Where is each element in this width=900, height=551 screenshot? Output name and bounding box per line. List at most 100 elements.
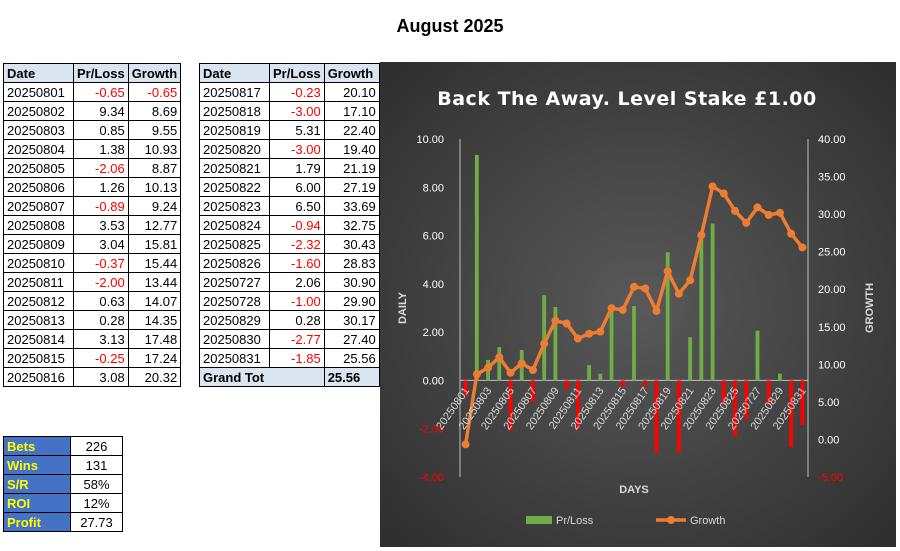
cell-growth: 30.17 [323,310,380,330]
legend-growth-label: Growth [690,515,725,527]
growth-point-20250809 [551,316,560,325]
cell-profit-loss: 0.63 [73,291,129,311]
cell-date: 20250803 [3,120,74,140]
left-axis-tick-label: 6.00 [423,231,444,243]
cell-profit-loss: -2.06 [73,158,129,178]
bar-pr-loss-20250826 [744,380,749,420]
table-row: 20250804 1.38 10.93 [3,139,182,159]
grand-total-label: Grand Tot [199,367,325,387]
bar-pr-loss-20250824 [721,380,726,404]
cell-growth: 20.10 [323,82,380,102]
cell-growth: 15.44 [127,253,182,273]
bar-pr-loss-20250802 [474,154,479,381]
table-row: 20250805 -2.06 8.87 [3,158,182,178]
cell-date: 20250816 [3,367,74,387]
cell-date: 20250821 [199,158,270,178]
table-row: 20250809 3.04 15.81 [3,234,182,254]
growth-point-20250810 [562,319,571,328]
growth-point-20250818 [652,307,661,316]
stat-label: S/R [3,474,71,494]
cell-growth: 17.10 [323,101,380,121]
stat-row: ROI 12% [3,493,123,513]
stat-label: ROI [3,493,71,513]
bar-pr-loss-20250727 [755,330,760,381]
cell-profit-loss: -2.32 [269,234,325,254]
cell-growth: 15.81 [127,234,182,254]
cell-date: 20250820 [199,139,270,159]
table-row: 20250816 3.08 20.32 [3,367,182,387]
cell-date: 20250802 [3,101,74,121]
table-row: 20250815 -0.25 17.24 [3,348,182,368]
cell-date: 20250819 [199,120,270,140]
header-pl: Pr/Loss [269,63,325,83]
growth-point-20250727 [753,203,762,212]
cell-date: 20250818 [199,101,270,121]
right-results-table: Date Pr/Loss Growth 20250817 -0.23 20.10 20… [199,63,380,387]
stat-value: 27.73 [70,512,123,532]
cell-profit-loss: 5.31 [269,120,325,140]
cell-growth: 20.32 [127,367,182,387]
cell-profit-loss: 6.50 [269,196,325,216]
cell-date: 20250728 [199,291,270,311]
bar-pr-loss-20250728 [766,380,771,405]
growth-point-20250804 [495,353,504,362]
page-title: August 2025 [396,16,504,36]
cell-profit-loss: 0.28 [73,310,129,330]
growth-point-20250820 [674,289,683,298]
bar-pr-loss-20250805 [508,380,513,431]
stat-label: Bets [3,436,71,456]
cell-growth: 17.24 [127,348,182,368]
bar-pr-loss-20250823 [710,223,715,381]
growth-point-20250831 [798,243,807,252]
right-axis-tick-label: 20.00 [818,284,846,296]
bar-pr-loss-20250817 [643,380,648,386]
cell-growth: 33.69 [323,196,380,216]
cell-profit-loss: -1.85 [269,348,325,368]
cell-growth: 12.77 [127,215,182,235]
table-header-row: Date Pr/Loss Growth [3,63,182,83]
growth-point-20250808 [540,339,549,348]
table-row: 20250821 1.79 21.19 [199,158,380,178]
cell-profit-loss: 6.00 [269,177,325,197]
cell-date: 20250811 [3,272,74,292]
bar-pr-loss-20250801 [463,380,468,397]
table-row: 20250813 0.28 14.35 [3,310,182,330]
cell-growth: 17.48 [127,329,182,349]
growth-point-20250823 [708,182,717,191]
table-row: 20250811 -2.00 13.44 [3,272,182,292]
bar-pr-loss-20250819 [665,252,670,381]
growth-point-20250822 [697,231,706,240]
bar-pr-loss-20250821 [688,337,693,381]
stats-table: Bets 226 Wins 131 S/R 58% ROI 12% Profit 27.73 [3,436,123,532]
left-axis-tick-label: -2.00 [419,424,444,436]
chart-panel: Back The Away. Level Stake £1.00 -4.00 -2… [380,62,896,547]
cell-growth: 21.19 [323,158,380,178]
stat-row: Bets 226 [3,436,123,456]
stat-value: 58% [70,474,123,494]
stat-value: 226 [70,436,123,456]
cell-date: 20250804 [3,139,74,159]
bar-pr-loss-20250811 [575,380,580,429]
cell-date: 20250824 [199,215,270,235]
cell-date: 20250810 [3,253,74,273]
table-row: 20250826 -1.60 28.83 [199,253,380,273]
right-axis-tick-label: 30.00 [818,209,846,221]
growth-point-20250815 [618,305,627,314]
cell-profit-loss: 0.85 [73,120,129,140]
growth-point-20250801 [461,440,470,449]
cell-profit-loss: 1.26 [73,177,129,197]
header-growth: Growth [323,63,380,83]
stat-label: Wins [3,455,71,475]
grand-total-row: Grand Tot 25.56 [199,367,380,387]
cell-profit-loss: 0.28 [269,310,325,330]
cell-date: 20250826 [199,253,270,273]
bar-pr-loss-20250813 [598,373,603,381]
cell-profit-loss: -3.00 [269,139,325,159]
cell-growth: 13.44 [127,272,182,292]
bar-pr-loss-20250804 [497,347,502,381]
right-axis-tick-label: 10.00 [818,359,846,371]
table-row: 20250803 0.85 9.55 [3,120,182,140]
cell-growth: 27.40 [323,329,380,349]
right-axis-tick-label: -5.00 [818,472,843,484]
cell-growth: 25.56 [323,348,380,368]
